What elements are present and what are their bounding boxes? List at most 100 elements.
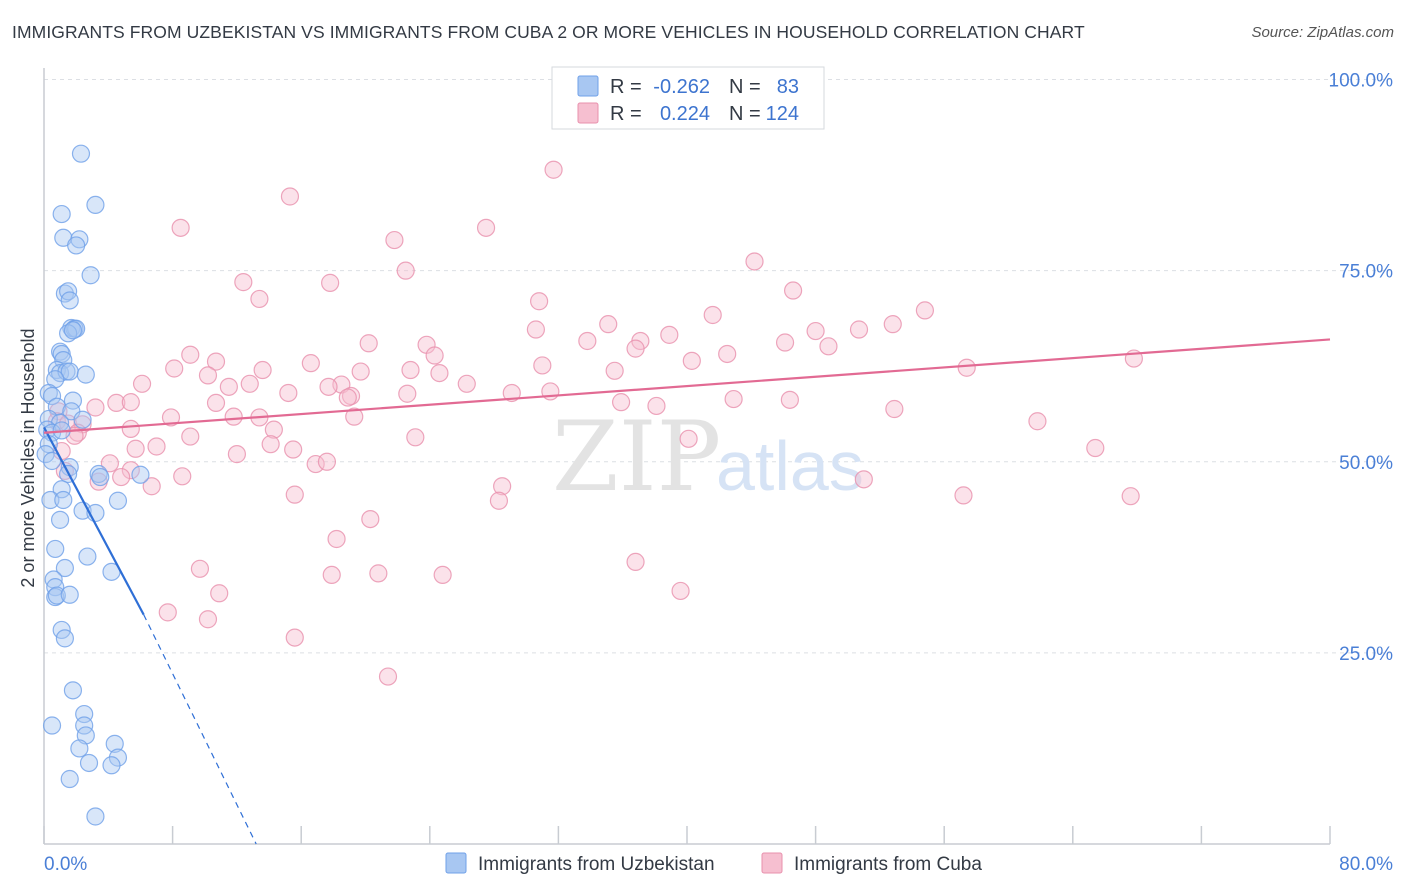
cuba-point-63 (885, 399, 904, 419)
bottom-legend-label-uzbekistan: Immigrants from Uzbekistan (478, 854, 715, 875)
cuba-point-56 (780, 390, 799, 409)
cuba-point-38 (351, 362, 370, 381)
cuba-point-66 (161, 408, 181, 427)
x-ticks (43, 826, 1331, 844)
series-uzbekistan-points (36, 144, 150, 826)
trend-line-uzbekistan-extension (143, 614, 257, 845)
cuba-point-48 (457, 374, 476, 393)
uzbekistan-point-58 (60, 585, 79, 604)
cuba-point-4 (385, 230, 404, 250)
uzbekistan-point-51 (78, 547, 97, 566)
legend-n-label-cuba: N = (729, 103, 761, 125)
cuba-point-79 (679, 429, 698, 448)
uzbekistan-point-45 (54, 490, 73, 510)
cuba-point-113 (378, 667, 398, 686)
cuba-point-33 (957, 358, 976, 377)
x-tick-label-min: 0.0% (44, 854, 87, 875)
cuba-point-40 (605, 361, 624, 380)
cuba-point-2 (171, 218, 190, 237)
cuba-point-54 (502, 383, 521, 403)
cuba-point-45 (132, 374, 152, 393)
cuba-point-26 (626, 339, 645, 358)
cuba-point-32 (301, 354, 320, 373)
bottom-legend-label-cuba: Immigrants from Cuba (794, 854, 982, 875)
gridlines (44, 79, 1390, 654)
uzbekistan-point-57 (47, 586, 66, 605)
legend-n-label-uzbekistan: N = (729, 76, 761, 98)
legend-n-value-cuba: 124 (766, 103, 799, 125)
cuba-point-99 (954, 486, 973, 505)
cuba-point-67 (224, 407, 243, 426)
uzbekistan-point-25 (42, 386, 62, 406)
legend-swatch-cuba (577, 102, 599, 124)
uzbekistan-point-8 (59, 282, 78, 301)
cuba-point-7 (234, 273, 253, 292)
bottom-legend-swatch-uzbekistan (445, 852, 467, 874)
uzbekistan-point-31 (73, 410, 92, 429)
uzbekistan-point-1 (86, 195, 105, 215)
cuba-point-76 (181, 427, 200, 446)
cuba-point-85 (1086, 438, 1105, 458)
uzbekistan-point-6 (81, 266, 100, 285)
legend-n-value-uzbekistan: 83 (777, 76, 799, 98)
cuba-point-92 (112, 467, 131, 487)
cuba-point-112 (285, 628, 304, 647)
legend-r-label-uzbekistan: R = (610, 76, 642, 98)
cuba-point-16 (526, 320, 545, 339)
source-label: Source: ZipAtlas.com (1251, 24, 1394, 41)
uzbekistan-point-42 (131, 465, 150, 484)
cuba-point-98 (489, 491, 509, 510)
cuba-point-95 (493, 477, 512, 496)
cuba-point-41 (430, 363, 449, 383)
y-tick-label-25: 25.0% (1339, 644, 1393, 665)
cuba-point-15 (599, 315, 618, 334)
uzbekistan-point-14 (63, 321, 83, 340)
y-tick-label-50: 50.0% (1339, 453, 1393, 474)
cuba-point-109 (671, 581, 690, 601)
uzbekistan-point-50 (46, 539, 65, 559)
cuba-point-36 (253, 360, 272, 380)
cuba-point-35 (165, 359, 184, 378)
cuba-point-12 (703, 305, 722, 325)
uzbekistan-point-67 (70, 739, 89, 758)
cuba-point-78 (406, 428, 425, 447)
cuba-point-8 (321, 273, 340, 292)
uzbekistan-point-72 (86, 807, 105, 826)
y-tick-label-75: 75.0% (1339, 262, 1393, 283)
chart-title: IMMIGRANTS FROM UZBEKISTAN VS IMMIGRANTS… (12, 22, 1085, 42)
cuba-point-58 (206, 393, 226, 413)
legend-swatch-uzbekistan (577, 75, 599, 97)
uzbekistan-point-13 (59, 324, 78, 343)
uzbekistan-point-32 (38, 420, 57, 439)
cuba-point-1 (280, 187, 300, 206)
cuba-point-65 (345, 407, 364, 426)
cuba-point-77 (264, 420, 283, 439)
cuba-point-107 (433, 565, 452, 585)
cuba-point-22 (578, 331, 597, 351)
legend-r-value-cuba: 0.224 (660, 103, 710, 125)
cuba-point-93 (854, 470, 873, 489)
y-tick-label-100: 100.0% (1329, 71, 1394, 92)
cuba-point-13 (915, 301, 935, 320)
uzbekistan-point-44 (41, 490, 60, 510)
uzbekistan-point-68 (79, 753, 99, 773)
legend-r-value-uzbekistan: -0.262 (653, 76, 710, 98)
trend-line-uzbekistan (43, 426, 145, 616)
uzbekistan-point-22 (76, 365, 95, 384)
cuba-point-101 (361, 510, 380, 529)
cuba-point-84 (126, 439, 145, 458)
cuba-point-3 (476, 218, 496, 237)
y-axis-label: 2 or more Vehicles in Household (18, 328, 38, 587)
legend-box: R = -0.262 N = 83 R = 0.224 N = 124 (551, 66, 825, 130)
cuba-point-10 (530, 292, 549, 311)
cuba-point-57 (611, 393, 631, 412)
cuba-point-25 (819, 337, 838, 356)
cuba-point-82 (284, 440, 303, 459)
cuba-point-96 (142, 477, 161, 496)
cuba-point-27 (718, 344, 737, 364)
cuba-point-90 (173, 467, 192, 486)
uzbekistan-point-41 (91, 467, 110, 487)
uzbekistan-point-71 (60, 769, 79, 789)
trend-lines (43, 338, 1331, 845)
legend-r-label-cuba: R = (610, 103, 642, 125)
